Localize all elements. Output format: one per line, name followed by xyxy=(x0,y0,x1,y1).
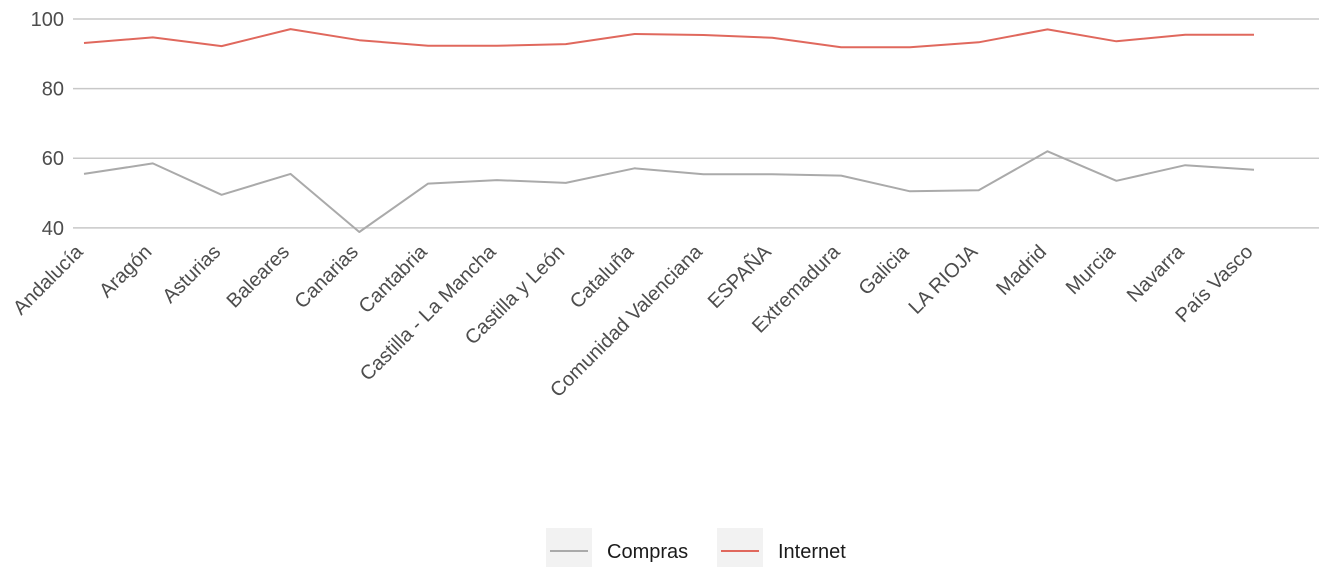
x-tick-label: Galicia xyxy=(855,240,914,299)
legend-item-compras[interactable]: Compras xyxy=(546,528,688,567)
x-tick-label: Baleares xyxy=(223,241,294,312)
series-lines xyxy=(83,28,1255,233)
y-tick-label: 60 xyxy=(42,148,64,170)
legend-label: Internet xyxy=(778,541,846,563)
legend-label: Compras xyxy=(607,541,688,563)
x-tick-label: Canarias xyxy=(291,241,363,313)
y-axis: 40 60 80 100 xyxy=(31,9,64,240)
gridlines xyxy=(73,18,1319,229)
x-axis: Andalucía Aragón AsturiasBalearesCanariasC… xyxy=(9,239,1257,402)
x-tick-label: Murcia xyxy=(1062,240,1121,299)
x-tick-label: Castilla - La Mancha xyxy=(356,240,501,385)
x-tick-label: Cataluña xyxy=(566,240,639,313)
y-tick-label: 80 xyxy=(42,79,64,101)
legend-item-internet[interactable]: Internet xyxy=(717,528,846,567)
legend-key xyxy=(546,528,592,567)
series-line-internet xyxy=(83,28,1254,49)
series-line-compras xyxy=(83,150,1255,233)
x-tick-label: Andalucía xyxy=(9,240,88,319)
x-tick-label: ESPAÑA xyxy=(702,239,776,313)
legend[interactable]: Compras Internet xyxy=(546,528,846,567)
x-tick-label: Aragón xyxy=(95,241,156,302)
x-tick-label: Navarra xyxy=(1123,240,1189,306)
x-tick-label: Asturias xyxy=(159,241,226,308)
y-tick-label: 40 xyxy=(42,218,64,240)
y-tick-label: 100 xyxy=(31,9,64,31)
legend-key xyxy=(717,528,763,567)
x-tick-label: LA RIOJA xyxy=(905,241,983,319)
x-tick-label: Madrid xyxy=(992,241,1051,300)
